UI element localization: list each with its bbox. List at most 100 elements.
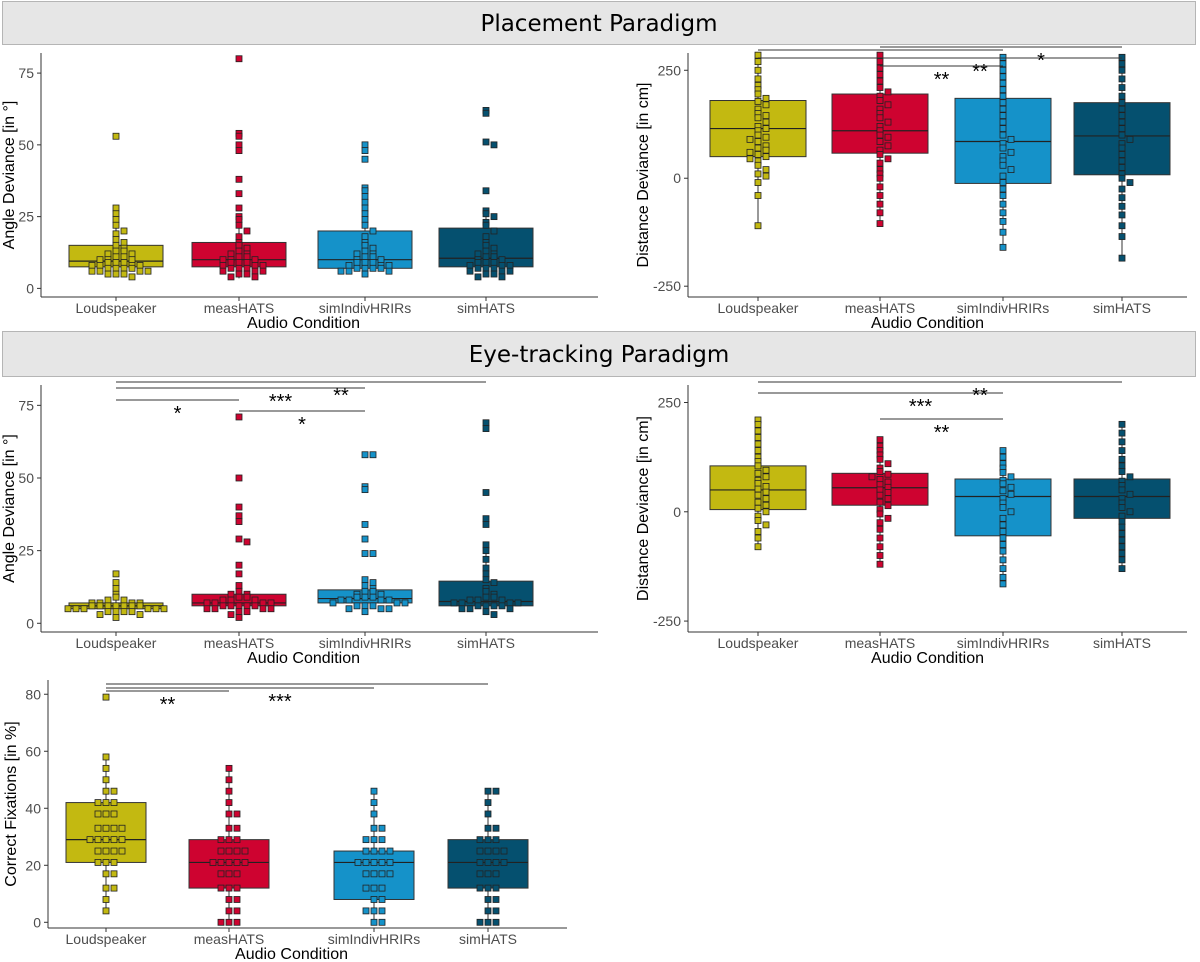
- data-point: [112, 602, 120, 610]
- y-tick-label: 0: [26, 615, 34, 631]
- data-point: [762, 488, 770, 496]
- data-point: [1126, 135, 1134, 143]
- data-point: [353, 602, 361, 610]
- data-point: [876, 138, 884, 145]
- data-point: [361, 602, 369, 610]
- data-point: [476, 918, 484, 926]
- data-point: [370, 799, 378, 806]
- data-point: [102, 896, 110, 903]
- data-point: [120, 253, 128, 261]
- data-point: [762, 473, 770, 481]
- data-point: [102, 847, 110, 855]
- data-point: [235, 247, 243, 255]
- data-point: [227, 596, 235, 604]
- data-point: [112, 585, 120, 592]
- significance-label: **: [160, 694, 176, 716]
- data-point: [999, 547, 1007, 555]
- data-point: [498, 256, 506, 264]
- data-point: [361, 233, 369, 241]
- data-point: [345, 596, 353, 604]
- data-point: [112, 241, 120, 249]
- chart-panel-e-fix: 0 20 40 60 80 Loudspeaker measHATS simIndivHRIR…: [3, 680, 567, 962]
- data-point: [490, 270, 498, 278]
- data-point: [466, 605, 474, 613]
- data-point: [1118, 530, 1126, 538]
- data-point: [999, 125, 1007, 132]
- data-point: [118, 824, 126, 832]
- data-point: [1126, 490, 1134, 498]
- data-point: [251, 262, 259, 269]
- data-point: [233, 810, 241, 818]
- data-point: [120, 596, 128, 604]
- data-point: [369, 253, 377, 261]
- data-point: [386, 859, 394, 866]
- data-point: [876, 468, 884, 475]
- data-point: [233, 824, 241, 832]
- data-point: [1118, 517, 1126, 525]
- data-point: [102, 907, 110, 915]
- data-point: [235, 233, 243, 241]
- data-point: [492, 847, 500, 855]
- data-point: [235, 141, 243, 149]
- data-point: [458, 605, 466, 613]
- data-point: [369, 451, 377, 459]
- data-point: [102, 836, 110, 844]
- data-point: [474, 264, 482, 272]
- data-point: [94, 810, 102, 818]
- x-tick-label: Loudspeaker: [718, 635, 799, 651]
- x-tick-label: simIndivHRIRs: [957, 635, 1050, 651]
- data-point: [1118, 144, 1126, 152]
- data-point: [267, 599, 275, 607]
- data-point: [225, 810, 233, 818]
- data-point: [235, 593, 243, 601]
- data-point: [370, 810, 378, 818]
- data-point: [1118, 202, 1126, 210]
- data-point: [64, 605, 72, 613]
- data-point: [110, 859, 118, 866]
- data-point: [1118, 455, 1126, 463]
- data-point: [217, 836, 225, 844]
- data-point: [999, 92, 1007, 100]
- data-point: [225, 824, 233, 832]
- data-point: [754, 131, 762, 139]
- data-point: [484, 847, 492, 855]
- data-point: [361, 451, 369, 459]
- x-tick-label: simHATS: [459, 931, 517, 947]
- data-point: [762, 483, 770, 490]
- x-tick-label: simIndivHRIRs: [957, 300, 1050, 316]
- data-point: [876, 209, 884, 217]
- data-point: [243, 259, 251, 266]
- data-point: [345, 262, 353, 269]
- data-point: [104, 602, 112, 610]
- data-point: [118, 836, 126, 844]
- y-tick-label: 75: [18, 65, 34, 81]
- data-point: [235, 264, 243, 272]
- data-point: [243, 270, 251, 278]
- data-point: [385, 605, 393, 613]
- data-point: [136, 611, 144, 618]
- data-point: [754, 170, 762, 178]
- data-point: [112, 247, 120, 255]
- data-point: [369, 244, 377, 252]
- significance-label: ***: [909, 396, 933, 418]
- data-point: [484, 799, 492, 806]
- data-point: [482, 521, 490, 528]
- y-axis-title: Distance Deviance [in cm]: [635, 416, 652, 601]
- data-point: [490, 593, 498, 601]
- data-point: [506, 267, 514, 275]
- y-tick-label: 80: [25, 686, 41, 702]
- data-point: [110, 870, 118, 878]
- data-point: [876, 64, 884, 72]
- data-point: [492, 824, 500, 832]
- data-point: [999, 192, 1007, 199]
- data-point: [361, 241, 369, 249]
- data-point: [361, 486, 369, 494]
- data-point: [492, 859, 500, 866]
- x-axis-title: Audio Condition: [235, 946, 348, 962]
- data-point: [490, 141, 498, 149]
- data-point: [136, 262, 144, 269]
- data-point: [1118, 523, 1126, 531]
- data-point: [506, 605, 514, 613]
- data-point: [227, 250, 235, 258]
- data-point: [104, 259, 112, 266]
